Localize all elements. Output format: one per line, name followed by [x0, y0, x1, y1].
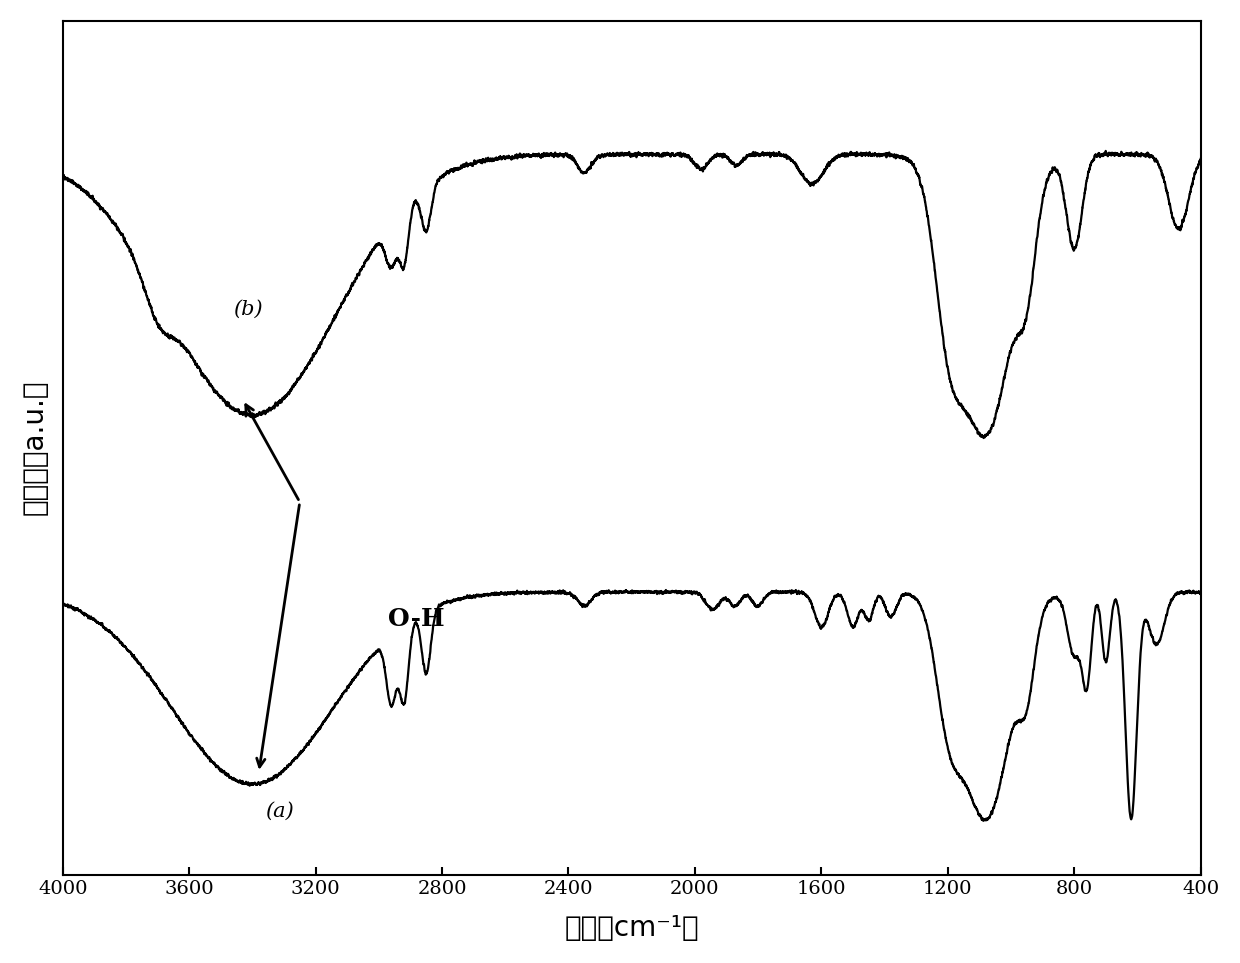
Y-axis label: 透过率（a.u.）: 透过率（a.u.）	[21, 380, 48, 515]
Text: (b): (b)	[233, 300, 263, 319]
X-axis label: 波数（cm⁻¹）: 波数（cm⁻¹）	[564, 914, 699, 942]
Text: (a): (a)	[265, 801, 294, 820]
Text: O-H: O-H	[388, 608, 445, 632]
